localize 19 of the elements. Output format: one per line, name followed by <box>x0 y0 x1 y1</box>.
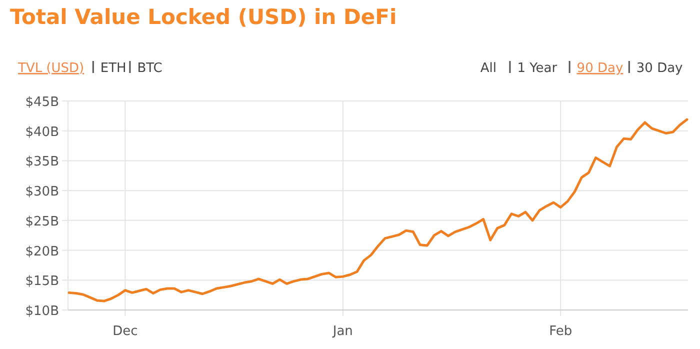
text: 30 Day <box>636 61 684 76</box>
y-tick-label: $10B <box>25 304 59 319</box>
y-tick-label: $15B <box>25 274 59 290</box>
chart-title: Total Value Locked (USD) in DeFi <box>10 5 397 29</box>
text: BTC <box>137 61 162 76</box>
x-tick-label: Feb <box>549 324 572 339</box>
text: 1 Year <box>517 61 558 76</box>
text: All <box>480 61 497 76</box>
x-tick-label: Jan <box>332 324 353 339</box>
text: ETH <box>100 61 126 76</box>
y-tick-label: $45B <box>25 95 59 110</box>
y-tick-label: $30B <box>25 184 59 200</box>
text: 90 Day <box>576 61 624 76</box>
x-tick-label: Dec <box>112 324 138 339</box>
y-tick-label: $20B <box>25 244 59 260</box>
y-tick-label: $40B <box>25 124 59 140</box>
y-tick-label: $25B <box>25 214 59 230</box>
y-tick-label: $35B <box>25 154 59 170</box>
text: TVL (USD) <box>17 61 84 76</box>
